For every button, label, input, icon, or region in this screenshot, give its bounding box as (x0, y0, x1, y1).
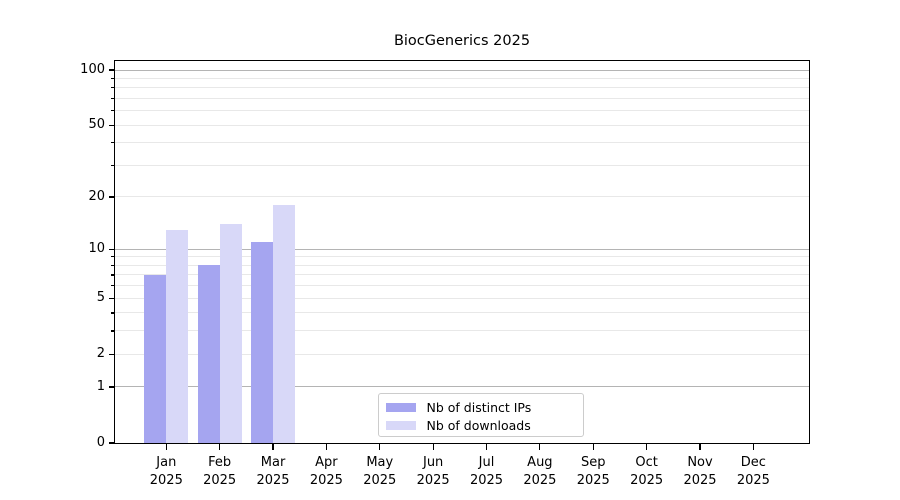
x-tick-label-feb: Feb 2025 (203, 455, 237, 488)
x-tick-label-mar: Mar 2025 (256, 455, 290, 488)
x-tick-label-nov: Nov 2025 (683, 455, 717, 488)
y-tick-minor (111, 256, 115, 258)
y-tick (108, 124, 114, 126)
y-tick-label: 5 (96, 290, 105, 306)
bar-downloads-jan (166, 229, 189, 443)
x-tick-label-sep: Sep 2025 (576, 455, 610, 488)
y-tick-minor (111, 77, 115, 79)
bar-distinct-ips-mar (251, 242, 274, 443)
x-tick-dec (752, 444, 754, 450)
gridline-minor (115, 97, 809, 99)
x-tick-label-aug: Aug 2025 (523, 455, 557, 488)
x-tick-label-jun: Jun 2025 (416, 455, 450, 488)
x-tick-label-may: May 2025 (363, 455, 397, 488)
gridline-minor (115, 142, 809, 144)
gridline-minor (115, 312, 809, 314)
legend-item-distinct-ips: Nb of distinct IPs (385, 398, 583, 416)
legend-box: Nb of distinct IPs Nb of downloads (377, 393, 584, 437)
x-tick-aug (539, 444, 541, 450)
x-tick-feb (219, 444, 221, 450)
x-tick-label-dec: Dec 2025 (736, 455, 770, 488)
gridline-minor (115, 264, 809, 266)
y-tick (108, 353, 114, 355)
y-tick-label: 10 (88, 241, 105, 257)
plot-area: 0 1 2 5 10 20 50 100 Jan 2025 Feb 2025 Mar 2025 Ap… (80, 59, 810, 488)
y-tick-minor (111, 274, 115, 276)
y-tick-minor (111, 97, 115, 100)
y-tick-minor (111, 285, 115, 287)
legend-label-distinct-ips: Nb of distinct IPs (426, 399, 532, 415)
y-tick (108, 248, 114, 250)
y-tick-minor (111, 87, 115, 89)
gridline-minor (115, 353, 809, 355)
y-tick-label: 100 (80, 62, 105, 77)
legend-label-downloads: Nb of downloads (426, 417, 531, 433)
x-tick-label-oct: Oct 2025 (630, 455, 664, 488)
x-tick-label-jul: Jul 2025 (469, 455, 504, 488)
x-tick-label-jan: Jan 2025 (149, 455, 183, 488)
gridline-major (115, 248, 809, 250)
gridline-minor (115, 196, 809, 198)
legend-item-downloads: Nb of downloads (385, 416, 583, 434)
bar-downloads-mar (273, 205, 296, 443)
gridline-minor (115, 87, 809, 89)
x-tick-may (379, 444, 381, 450)
legend-swatch-downloads (385, 420, 416, 430)
y-tick-label: 2 (96, 346, 105, 362)
gridline-minor (115, 110, 809, 112)
gridline-minor (115, 77, 809, 79)
gridline-minor (115, 297, 809, 299)
x-tick-sep (592, 444, 594, 450)
gridline-major (115, 386, 809, 388)
bar-distinct-ips-jan (144, 274, 167, 443)
gridline-minor (115, 256, 809, 258)
bar-downloads-feb (219, 224, 242, 443)
y-tick (108, 196, 114, 198)
y-tick (108, 297, 114, 299)
y-tick-label: 20 (88, 188, 105, 204)
gridline-minor (115, 285, 809, 287)
x-tick-label-apr: Apr 2025 (309, 455, 343, 488)
x-tick-oct (646, 444, 648, 450)
gridline-major (115, 69, 809, 71)
chart-title: BiocGenerics 2025 (393, 33, 531, 49)
y-tick-label: 50 (88, 117, 105, 133)
x-tick-jun (432, 444, 434, 450)
legend-swatch-distinct-ips (385, 402, 416, 412)
y-tick-minor (111, 164, 115, 167)
y-tick-label: 1 (96, 378, 105, 394)
gridline-minor (115, 164, 809, 166)
x-tick-nov (699, 444, 701, 450)
x-tick-mar (272, 444, 274, 450)
y-tick (108, 386, 114, 388)
y-tick-minor (111, 312, 115, 314)
x-tick-apr (325, 444, 327, 450)
gridline-minor (115, 274, 809, 276)
y-tick (108, 442, 114, 444)
bar-distinct-ips-feb (197, 265, 220, 443)
y-tick-minor (111, 110, 115, 112)
x-tick-jan (165, 444, 167, 450)
y-tick-minor (111, 330, 115, 332)
y-tick-minor (111, 142, 115, 144)
y-tick-minor (111, 264, 115, 266)
gridline-minor (115, 330, 809, 332)
y-tick-label: 0 (96, 435, 105, 450)
x-tick-jul (485, 444, 488, 450)
y-tick (108, 69, 114, 71)
gridline-minor (115, 124, 809, 126)
